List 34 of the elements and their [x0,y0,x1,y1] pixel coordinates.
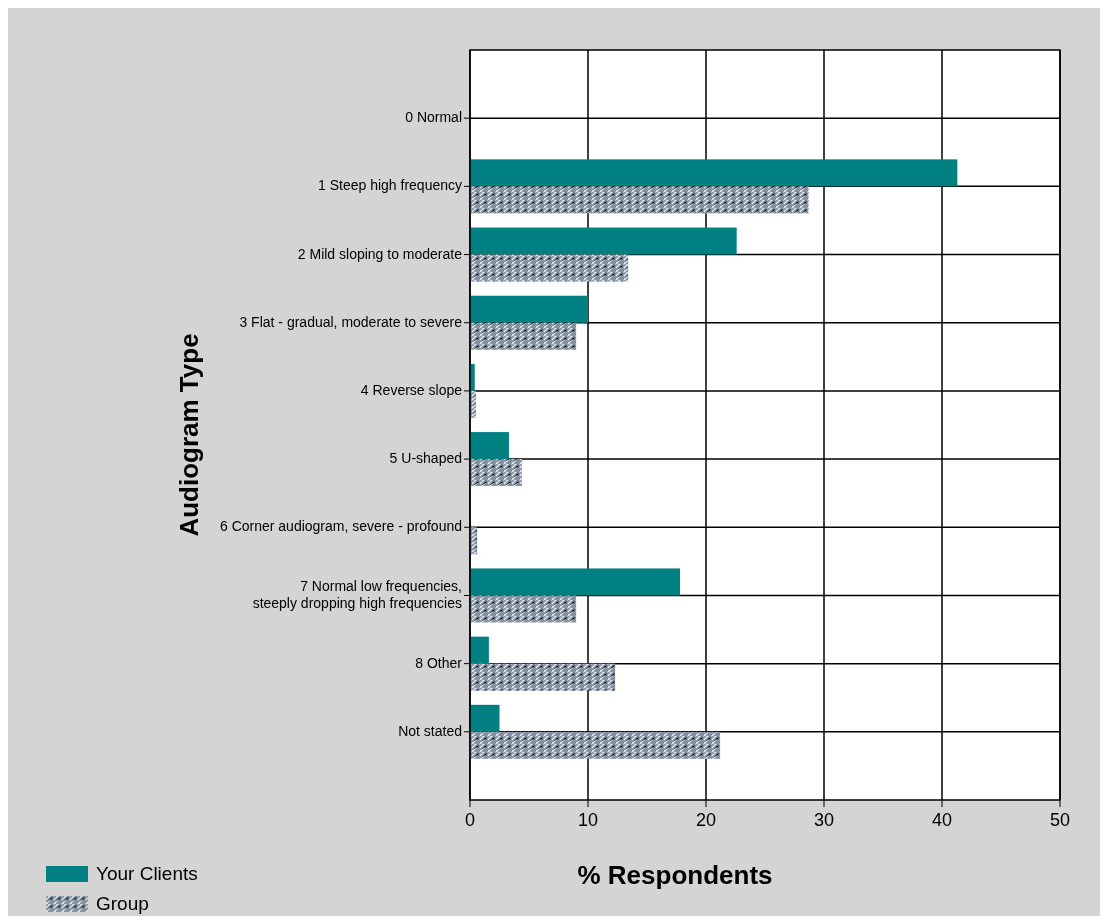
y-tick-label: 1 Steep high frequency [318,177,462,194]
y-tick-label: 7 Normal low frequencies, steeply dropping high frequencies [252,577,462,611]
x-tick-label: 30 [813,810,835,830]
y-tick-label: 3 Flat - gradual, moderate to severe [239,313,463,330]
bar [470,254,629,282]
x-tick-label: 40 [931,810,953,830]
legend-label: Your Clients [96,863,198,884]
bar [470,295,588,323]
bar [470,731,721,759]
bar [470,568,681,596]
bar [470,227,737,255]
bar [470,636,489,664]
x-axis-title: % Respondents [577,860,773,890]
bar [470,322,577,350]
bar [470,595,577,623]
y-tick-label: 4 Reverse slope [360,381,463,398]
y-tick-label: Not stated [398,722,462,739]
y-axis-title: Audiogram Type [174,333,204,537]
x-tick-label: 0 [464,810,476,830]
x-tick-label: 10 [577,810,599,830]
y-tick-label: 0 Normal [405,108,462,125]
bar [470,432,509,460]
y-tick-label: 6 Corner audiogram, severe - profound [219,517,462,534]
bar [470,186,809,214]
y-tick-label: 8 Other [415,654,463,671]
legend-label: Group [96,893,149,914]
y-tick-label: 5 U-shaped [389,449,462,466]
x-tick-label: 20 [695,810,717,830]
bar [470,459,522,487]
bar [470,704,500,732]
bar [470,159,958,187]
x-tick-label: 50 [1049,810,1071,830]
bar [470,663,616,691]
y-tick-label: 2 Mild sloping to moderate [297,245,463,262]
